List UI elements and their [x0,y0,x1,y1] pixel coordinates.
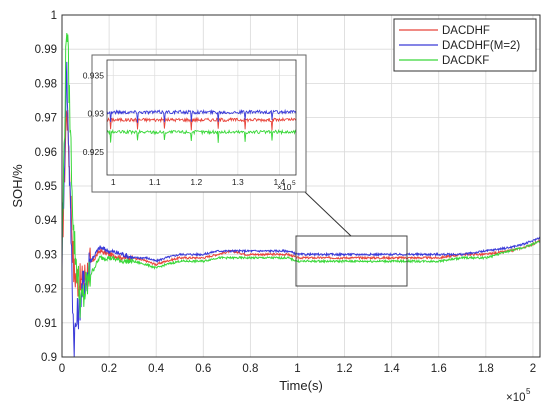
inset-x-exponent-base: ×10 [277,182,292,192]
legend-label-dacdhf-m2: DACDHF(M=2) [442,40,520,52]
series-line-2 [62,32,540,318]
x-tick-label: 0.6 [195,363,211,375]
x-axis-label: Time(s) [279,378,323,393]
y-tick-label: 0.95 [35,181,57,193]
legend-label-dacdkf: DACDKF [442,55,489,67]
x-tick-label: 0.2 [101,363,117,375]
inset-series-line-1 [106,108,297,123]
y-axis-label: SOH/% [10,164,25,208]
x-tick-label: 0 [59,363,65,375]
y-tick-label: 0.91 [35,318,57,330]
x-tick-label: 1.6 [431,363,447,375]
x-tick-label: 1.4 [384,363,401,375]
y-tick-label: 0.94 [35,215,58,227]
x-tick-label: 0.8 [242,363,258,375]
inset-series-group [106,108,297,143]
main-series-group [62,32,540,357]
y-tick-label: 0.98 [35,78,57,90]
y-tick-label: 0.96 [35,147,57,159]
zoom-region-box [295,235,408,287]
inset-x-tick-label: 1 [111,177,116,187]
y-tick-label: 0.92 [35,284,57,296]
inset-y-tick-labels: 0.925 0.93 0.935 [83,70,105,157]
inset-frame [106,59,297,176]
legend-label-dacdhf: DACDHF [442,25,490,37]
x-exponent-base: ×10 [506,392,526,404]
x-tick-label: 1.8 [478,363,494,375]
inset-y-tick-label: 0.93 [87,109,104,119]
inset-x-exponent-power: 5 [292,180,296,187]
x-tick-labels: 0 0.2 0.4 0.6 0.8 1 1.2 1.4 1.6 1.8 2 [59,363,536,375]
inset-y-tick-label: 0.935 [83,70,105,80]
y-tick-label: 0.97 [35,113,57,125]
y-tick-labels: 0.9 0.91 0.92 0.93 0.94 0.95 0.96 0.97 0.98 0.99 1 [35,10,58,364]
inset-y-tick-label: 0.925 [83,147,105,157]
inset-series-line-2 [106,128,297,143]
y-tick-label: 0.93 [35,249,57,261]
y-tick-label: 0.9 [41,352,57,364]
inset-x-tick-label: 1.1 [149,177,161,187]
inset-x-tick-label: 1.2 [190,177,202,187]
x-tick-label: 2 [530,363,536,375]
inset-background [91,54,307,193]
y-tick-label: 1 [51,10,57,22]
inset-x-tick-label: 1.4 [273,177,285,187]
plot-frame [61,14,541,358]
inset-series-line-0 [106,116,297,131]
x-tick-label: 0.4 [148,363,165,375]
x-exponent-power: 5 [526,387,531,396]
legend: DACDHF DACDHF(M=2) DACDKF [393,18,537,72]
inset-x-tick-labels: 1 1.1 1.2 1.3 1.4 [111,177,286,187]
y-tick-label: 0.99 [35,44,57,56]
x-tick-label: 1 [294,363,300,375]
inset-chart: 1 1.1 1.2 1.3 1.4 0.925 0.93 0.935 ×10 5 [83,54,307,193]
inset-x-tick-label: 1.3 [232,177,244,187]
series-line-1 [62,61,540,357]
x-tick-label: 1.2 [337,363,353,375]
